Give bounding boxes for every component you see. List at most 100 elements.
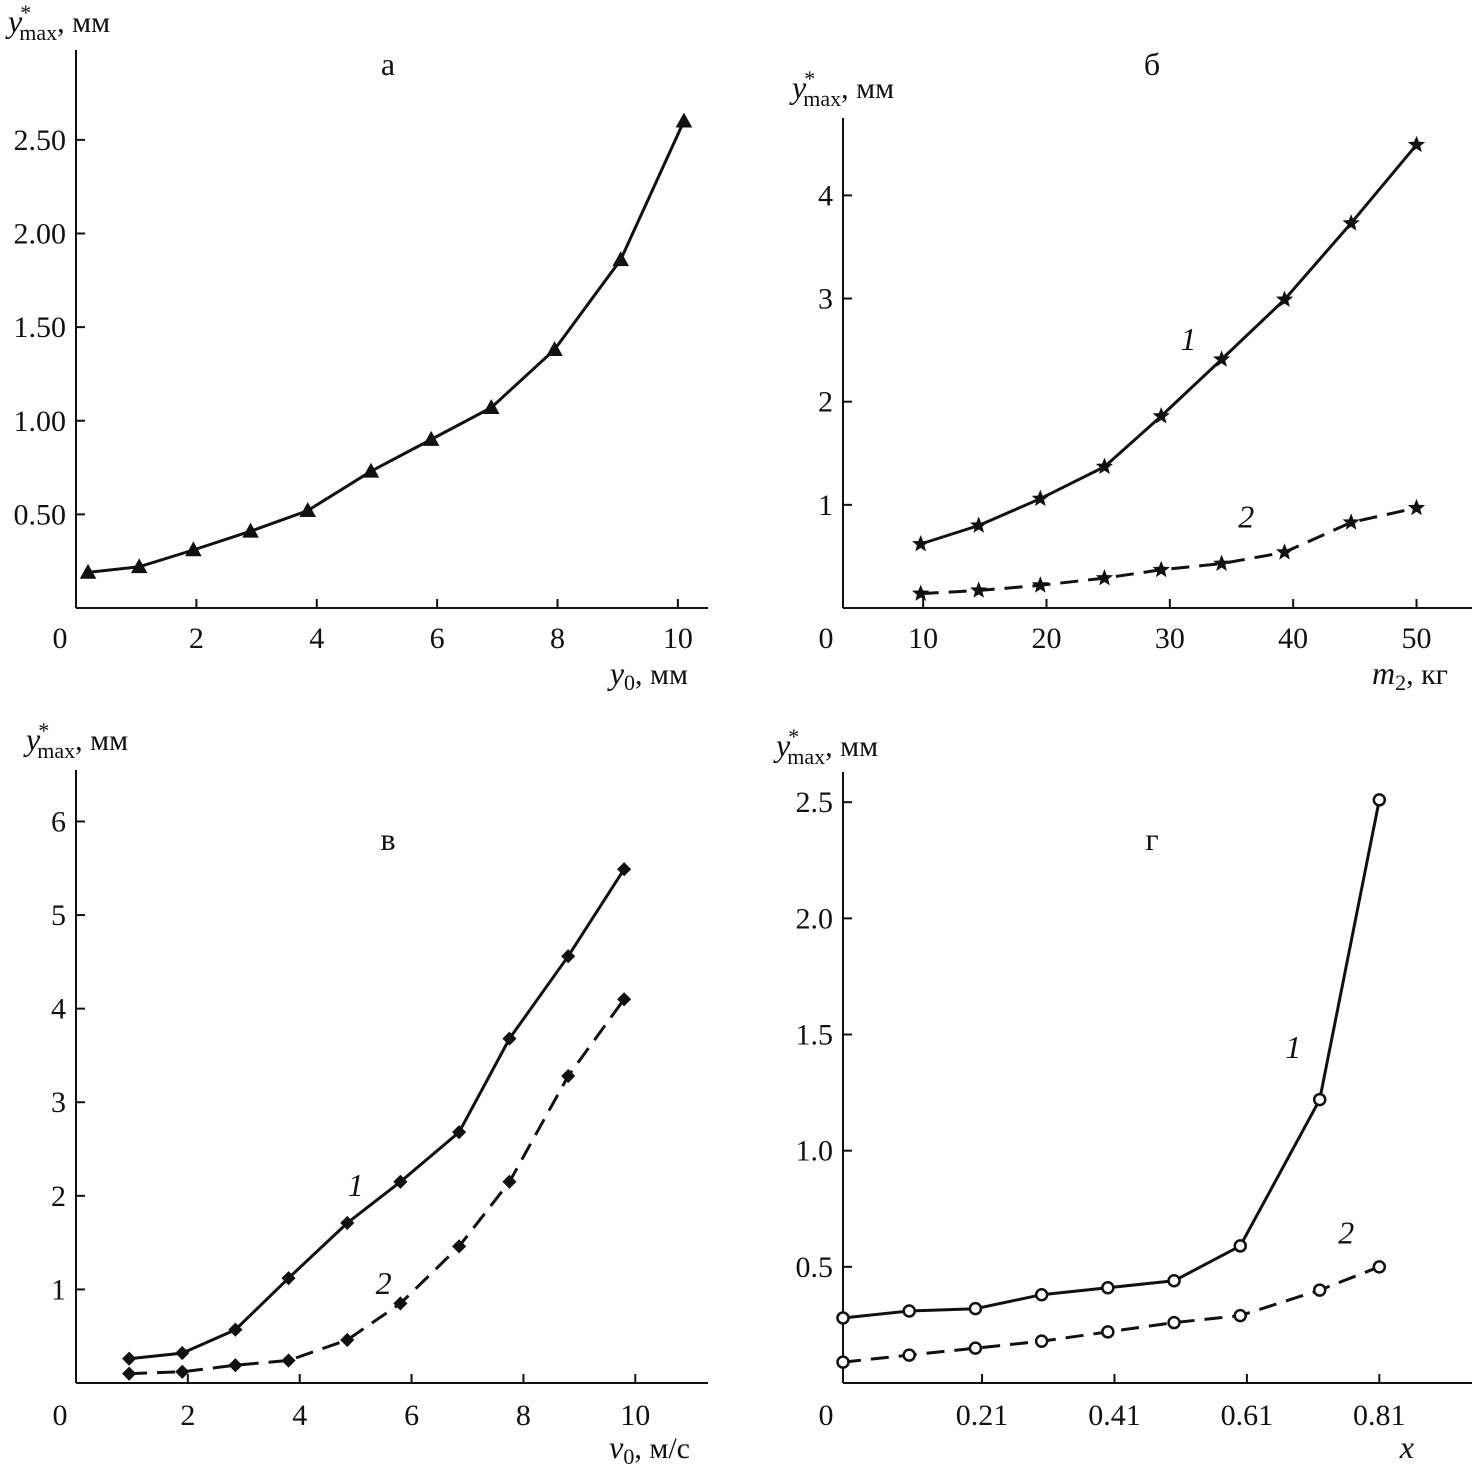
panel-a-series-1-point bbox=[612, 251, 629, 267]
panel-a-series-1-point bbox=[130, 558, 148, 574]
panel-d-curve-2-label: 2 bbox=[1338, 1215, 1354, 1251]
panel-c-series-2-point bbox=[228, 1358, 243, 1373]
panel-c-series-2-point bbox=[340, 1332, 355, 1348]
panel-b-series-1-point bbox=[912, 534, 930, 552]
panel-d-y-tick-label: 2.5 bbox=[796, 786, 834, 819]
panel-c-series-2-point bbox=[502, 1174, 517, 1189]
panel-b-x-tick-label: 40 bbox=[1278, 622, 1308, 655]
panel-b-series-1-point bbox=[1275, 290, 1294, 307]
panel-c-series-1-line bbox=[128, 868, 626, 1361]
panel-d-x-tick-label: 0.61 bbox=[1221, 1399, 1274, 1432]
panel-d-letter: г bbox=[1145, 821, 1158, 857]
panel-c-series-2-point bbox=[122, 1366, 137, 1381]
panel-b-series-2-point bbox=[1213, 554, 1231, 572]
panel-d-series-1-point bbox=[1101, 1280, 1115, 1295]
panel-d-series-2-point bbox=[836, 1355, 850, 1369]
panel-d-series-2-point bbox=[1372, 1260, 1387, 1274]
panel-c-origin-label: 0 bbox=[53, 1399, 68, 1432]
panel-c-series-2-point bbox=[452, 1239, 467, 1254]
panel-c-x-tick-label: 10 bbox=[620, 1399, 650, 1432]
panel-a-chart: 0.50 1.00 1.50 2.00 2.50 2 4 6 8 10 0 а y* max, мм y0,… bbox=[5, 0, 708, 695]
panel-d-y-tick-label: 1.0 bbox=[796, 1135, 834, 1168]
panel-c-x-tick-label: 8 bbox=[516, 1399, 531, 1432]
panel-d-x-tick-label: 0.41 bbox=[1088, 1399, 1141, 1432]
panel-a-series-1-point bbox=[79, 563, 97, 579]
panel-b-series-2-point bbox=[1152, 560, 1170, 578]
panel-a-series-1-point bbox=[299, 502, 317, 517]
panel-d-x-tick-label: 0.21 bbox=[956, 1399, 1009, 1432]
panel-c-x-tick-label: 6 bbox=[404, 1399, 419, 1432]
panel-a-x-tick-label: 10 bbox=[663, 622, 693, 655]
panel-d-x-axis-label: x bbox=[1399, 1429, 1414, 1465]
panel-c-curve-1-label: 1 bbox=[348, 1167, 364, 1203]
panel-a-series-1-point bbox=[422, 430, 440, 446]
panel-a-letter: а bbox=[381, 46, 395, 82]
panel-a-y-tick-label: 0.50 bbox=[14, 498, 67, 531]
panel-b-y-tick-label: 2 bbox=[818, 386, 833, 419]
panel-b-letter: б bbox=[1144, 46, 1160, 82]
panel-c-chart: 1 2 3 4 5 6 2 4 6 8 10 0 в y* max, мм v0, м/с 1 2 bbox=[23, 718, 708, 1468]
panel-b-y-tick-label: 4 bbox=[818, 179, 833, 212]
panel-d-series-1-point bbox=[1233, 1239, 1248, 1253]
panel-c-y-tick-label: 1 bbox=[51, 1273, 66, 1306]
panel-c-series-1-point bbox=[228, 1322, 243, 1337]
panel-c-series-1-point bbox=[502, 1031, 517, 1046]
panel-b-series-1-point bbox=[970, 516, 988, 533]
panel-b-series-1-point bbox=[1342, 214, 1360, 231]
panel-d-series-2-point bbox=[902, 1348, 916, 1362]
panel-d-series-2-point bbox=[968, 1341, 983, 1355]
panel-a-series-1-point bbox=[362, 462, 380, 478]
panel-d-origin-label: 0 bbox=[819, 1399, 834, 1432]
panel-b-y-axis-label: y* max, мм bbox=[789, 66, 894, 111]
panel-a-x-tick-label: 4 bbox=[309, 622, 324, 655]
panel-c-letter: в bbox=[380, 821, 395, 857]
panel-d-x-tick-label: 0.81 bbox=[1353, 1399, 1406, 1432]
panel-c-series-1-point bbox=[617, 862, 632, 877]
panel-d-curve-1-label: 1 bbox=[1285, 1029, 1301, 1065]
panel-a-x-tick-label: 6 bbox=[430, 622, 445, 655]
panel-c-y-tick-label: 4 bbox=[51, 993, 66, 1026]
panel-c-series-2-point bbox=[561, 1068, 576, 1084]
panel-b-series-1-line bbox=[920, 143, 1418, 546]
panel-d-series-2-line bbox=[842, 1265, 1380, 1364]
panel-c-x-axis-label: v0, м/с bbox=[609, 1429, 690, 1468]
panel-d-y-tick-label: 2.0 bbox=[796, 902, 834, 935]
panel-d-chart: 0.5 1.0 1.5 2.0 2.5 0.21 0.41 0.61 0.81 0 г y* max, … bbox=[773, 724, 1472, 1465]
panel-d-y-tick-label: 1.5 bbox=[796, 1019, 834, 1052]
panel-c-series-2-point bbox=[175, 1364, 190, 1379]
panel-b-series-2-point bbox=[912, 584, 930, 601]
panel-d-series-2-point bbox=[1312, 1283, 1327, 1297]
panel-d-series-1-point bbox=[1167, 1274, 1181, 1288]
panel-c-y-tick-label: 3 bbox=[51, 1086, 66, 1119]
panel-b-series-1-point bbox=[1031, 489, 1049, 506]
panel-a-y-tick-label: 2.00 bbox=[14, 218, 67, 251]
panel-b-x-tick-label: 20 bbox=[1032, 622, 1062, 655]
panel-b-curve-2-label: 2 bbox=[1238, 499, 1254, 535]
panel-d-series-2-point bbox=[1034, 1334, 1049, 1348]
panel-d-series-1-point bbox=[968, 1301, 983, 1316]
panel-b-series-2-point bbox=[1095, 568, 1114, 586]
panel-a-series-1-point bbox=[185, 541, 202, 557]
panel-c-series-1-point bbox=[393, 1174, 408, 1189]
panel-b-chart: 1 2 3 4 10 20 30 40 50 0 б y* max, мм m2, кг 1 2 bbox=[789, 46, 1472, 695]
panel-d-y-axis-label: y* max, мм bbox=[773, 724, 878, 769]
panel-c-series-1-point bbox=[122, 1351, 137, 1366]
panel-a-series-1-point bbox=[675, 112, 693, 128]
panel-b-series-1-point bbox=[1212, 350, 1231, 367]
panel-c-y-tick-label: 5 bbox=[51, 899, 66, 932]
panel-b-series-2-point bbox=[1275, 543, 1294, 560]
panel-a-series-1-point bbox=[483, 399, 500, 414]
panel-b-y-tick-label: 3 bbox=[818, 283, 833, 316]
panel-b-series-2-point bbox=[1407, 498, 1426, 516]
panel-d-series-2-point bbox=[1233, 1308, 1248, 1323]
panel-b-series-2-point bbox=[1031, 576, 1050, 593]
panel-a-y-tick-label: 1.50 bbox=[14, 311, 67, 344]
panel-b-series-2-line bbox=[920, 506, 1417, 596]
panel-b-series-1-point bbox=[1095, 457, 1114, 474]
panel-a-y-tick-label: 2.50 bbox=[14, 124, 67, 157]
panel-c-series-2-line bbox=[129, 998, 626, 1376]
panel-c-series-2-point bbox=[617, 992, 632, 1007]
panel-a-x-tick-label: 2 bbox=[189, 622, 204, 655]
panel-c-curve-2-label: 2 bbox=[376, 1265, 392, 1301]
